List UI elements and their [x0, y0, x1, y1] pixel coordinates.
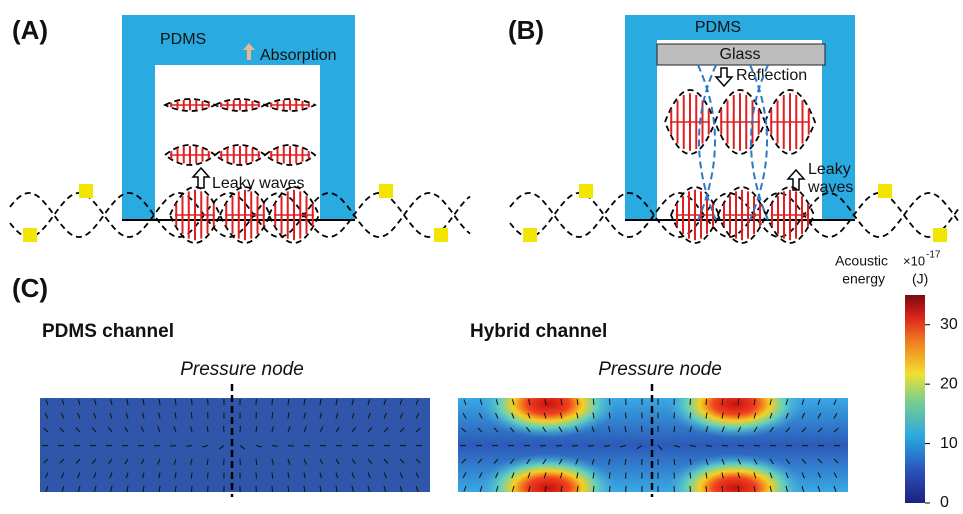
velocity-arrow — [288, 399, 289, 405]
velocity-arrow — [288, 446, 294, 447]
velocity-arrow — [175, 486, 176, 492]
velocity-arrow — [191, 473, 192, 479]
glass-label: Glass — [720, 46, 761, 63]
leaky-arrow — [788, 170, 804, 190]
annotation: Leaky waves — [212, 175, 305, 192]
velocity-arrow — [192, 486, 193, 492]
velocity-arrow — [626, 473, 627, 479]
velocity-arrow — [722, 446, 728, 447]
subplot-title: Hybrid channel — [470, 321, 607, 342]
velocity-arrow — [588, 446, 594, 447]
pdms-field — [40, 398, 430, 492]
electrode — [79, 184, 93, 198]
colorbar-tick-label: 10 — [940, 435, 958, 452]
node-label: Pressure node — [180, 359, 304, 380]
colorbar-scale: ×10 — [903, 253, 925, 268]
velocity-arrow — [272, 486, 273, 492]
velocity-arrow — [610, 399, 611, 405]
annotation: waves — [807, 179, 853, 196]
material-label: PDMS — [160, 31, 206, 48]
electrode — [579, 184, 593, 198]
reflection-arrow — [716, 68, 732, 86]
electrode — [379, 184, 393, 198]
velocity-arrow — [170, 446, 176, 447]
velocity-arrow — [626, 413, 627, 419]
colorbar-tick-label: 30 — [940, 316, 958, 333]
velocity-arrow — [154, 446, 160, 447]
node-label: Pressure node — [598, 359, 722, 380]
colorbar — [905, 295, 925, 503]
velocity-arrow — [272, 399, 273, 405]
figure: (A) PDMS Absorption Leaky waves (B) PDMS… — [0, 0, 963, 514]
velocity-arrow — [191, 413, 192, 419]
velocity-arrow — [706, 446, 712, 447]
colorbar-tick-label: 20 — [940, 375, 958, 392]
velocity-arrow — [272, 473, 273, 479]
panel-label: (A) — [12, 15, 48, 45]
colorbar-unit: (J) — [912, 271, 928, 287]
velocity-arrow — [610, 486, 611, 492]
velocity-arrow — [272, 413, 273, 419]
electrode — [878, 184, 892, 198]
velocity-arrow — [288, 486, 289, 492]
velocity-arrow — [690, 413, 691, 419]
electrode — [23, 228, 37, 242]
velocity-arrow — [609, 473, 610, 479]
velocity-arrow — [690, 473, 691, 479]
material-label: PDMS — [695, 19, 741, 36]
leaky-arrow — [193, 168, 209, 188]
colorbar-tick-label: 0 — [940, 494, 949, 511]
panel-label: (C) — [12, 273, 48, 303]
velocity-arrow — [593, 399, 594, 405]
velocity-arrow — [572, 446, 578, 447]
velocity-arrow — [706, 399, 707, 405]
electrode — [523, 228, 537, 242]
subplot-title: PDMS channel — [42, 321, 174, 342]
electrode — [434, 228, 448, 242]
panel-label: (B) — [508, 15, 544, 45]
velocity-arrow — [593, 486, 594, 492]
velocity-arrow — [304, 446, 310, 447]
colorbar-title: energy — [842, 271, 885, 287]
velocity-arrow — [192, 399, 193, 405]
colorbar-title: Acoustic — [835, 253, 888, 269]
electrode — [933, 228, 947, 242]
velocity-arrow — [690, 399, 691, 405]
colorbar-exponent: -17 — [926, 250, 941, 261]
velocity-arrow — [706, 486, 707, 492]
velocity-arrow — [175, 399, 176, 405]
annotation: Reflection — [736, 67, 807, 84]
annotation: Absorption — [260, 47, 337, 64]
annotation: Leaky — [808, 161, 851, 178]
